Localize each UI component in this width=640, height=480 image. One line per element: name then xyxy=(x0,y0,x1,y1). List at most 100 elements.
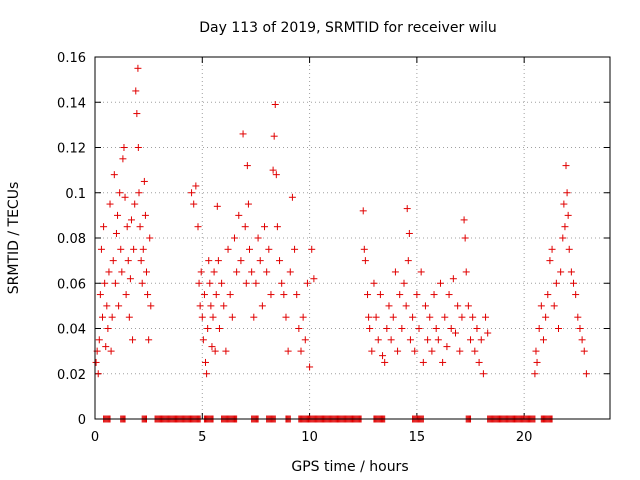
data-points xyxy=(92,64,590,423)
data-point xyxy=(122,291,130,299)
data-point xyxy=(246,245,253,253)
data-point xyxy=(258,302,266,310)
data-point xyxy=(218,279,226,287)
data-point xyxy=(443,343,451,351)
data-point xyxy=(250,313,258,321)
data-point xyxy=(570,279,578,287)
data-point xyxy=(557,268,565,276)
data-point xyxy=(118,268,126,276)
data-point xyxy=(462,268,470,276)
data-point xyxy=(106,200,114,208)
data-point xyxy=(115,302,123,310)
data-point xyxy=(267,291,275,299)
data-point xyxy=(383,325,391,332)
data-point xyxy=(284,347,292,355)
data-point xyxy=(293,291,301,299)
data-point xyxy=(211,347,219,355)
data-point xyxy=(127,216,135,224)
data-point xyxy=(391,268,399,276)
data-point xyxy=(379,352,387,360)
data-point xyxy=(112,229,120,237)
data-point xyxy=(372,313,380,321)
data-point xyxy=(360,245,368,253)
data-point xyxy=(297,347,305,355)
data-point xyxy=(261,223,269,231)
data-point xyxy=(139,245,147,253)
data-point xyxy=(194,223,202,231)
data-point xyxy=(471,347,479,355)
data-point xyxy=(278,279,286,287)
data-point xyxy=(417,268,425,276)
data-point xyxy=(222,347,230,355)
data-point xyxy=(107,347,115,355)
data-point xyxy=(484,329,492,337)
data-point xyxy=(482,313,490,321)
data-point xyxy=(544,291,552,299)
data-point xyxy=(364,291,372,299)
data-point xyxy=(567,268,575,276)
data-point xyxy=(405,229,413,237)
data-point xyxy=(92,358,100,366)
data-point xyxy=(303,279,311,287)
data-point xyxy=(461,234,469,242)
grid-lines xyxy=(95,57,610,419)
data-point xyxy=(233,268,241,276)
data-point xyxy=(205,257,213,265)
data-point xyxy=(271,101,279,109)
data-point xyxy=(137,257,145,265)
data-point xyxy=(215,325,223,332)
data-point xyxy=(550,302,558,310)
data-point xyxy=(126,275,134,283)
data-point xyxy=(306,363,314,371)
data-point xyxy=(409,313,417,321)
data-point xyxy=(310,275,318,283)
data-point xyxy=(120,144,128,151)
data-point xyxy=(291,245,299,253)
axis-ticks: 0 0.02 0.04 0.06 0.08 0.1 0.12 0.14 0.16 0 5 10 15 20 xyxy=(57,51,610,445)
y-tick-label: 0.04 xyxy=(57,323,86,338)
data-point xyxy=(132,87,140,95)
data-point xyxy=(282,313,290,321)
y-tick-label: 0.08 xyxy=(57,232,86,247)
data-point xyxy=(95,336,103,344)
data-point xyxy=(531,370,539,378)
data-point xyxy=(477,336,485,344)
data-point xyxy=(464,302,472,310)
x-axis-label: GPS time / hours xyxy=(291,459,408,475)
data-point xyxy=(265,245,273,253)
data-point xyxy=(101,279,109,287)
data-point xyxy=(252,279,260,287)
data-point xyxy=(96,291,104,299)
chart-title: Day 113 of 2019, SRMTID for receiver wil… xyxy=(199,20,497,36)
data-point xyxy=(206,279,214,287)
data-point xyxy=(121,193,129,201)
data-point xyxy=(263,268,271,276)
data-point xyxy=(147,302,155,310)
data-point xyxy=(237,257,245,265)
data-point xyxy=(111,279,119,287)
data-point xyxy=(299,313,307,321)
data-point xyxy=(447,325,455,332)
data-point xyxy=(203,370,211,378)
data-point xyxy=(426,313,434,321)
data-point xyxy=(288,193,296,201)
data-point xyxy=(119,155,127,163)
data-point xyxy=(214,257,222,265)
data-point xyxy=(439,358,447,366)
data-point xyxy=(398,325,406,332)
data-point xyxy=(441,313,449,321)
data-point xyxy=(580,347,588,355)
data-point xyxy=(560,200,568,208)
data-point xyxy=(374,336,382,344)
data-point xyxy=(199,336,207,344)
data-point xyxy=(467,336,475,344)
data-point xyxy=(582,370,590,378)
data-point xyxy=(207,302,215,310)
data-point xyxy=(548,245,556,253)
data-point xyxy=(454,302,462,310)
data-point xyxy=(475,358,483,366)
y-tick-label: 0.14 xyxy=(57,96,86,111)
data-point xyxy=(387,336,395,344)
data-point xyxy=(235,211,243,219)
data-point xyxy=(576,325,584,332)
